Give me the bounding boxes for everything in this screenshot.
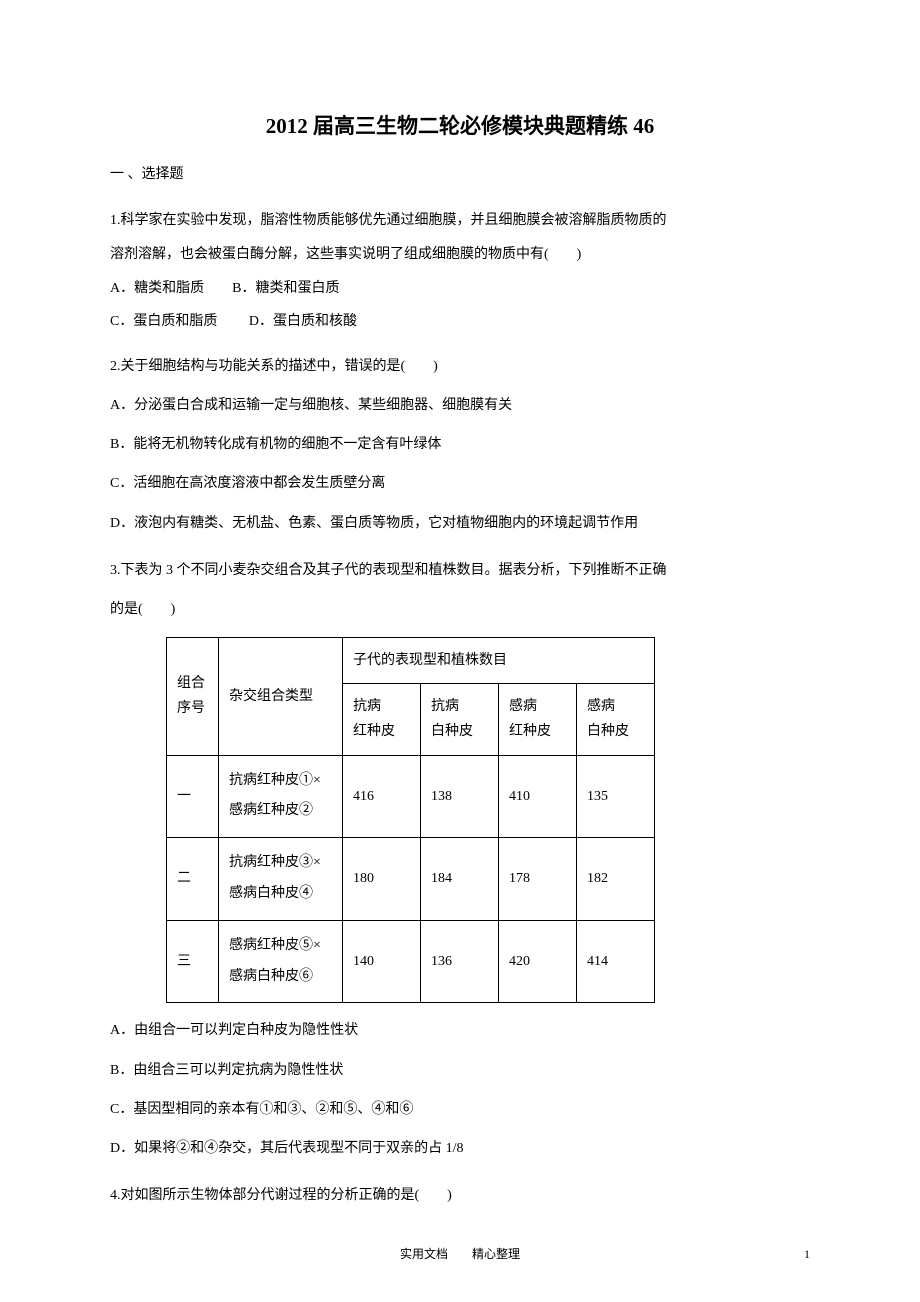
q3-stem-line1: 3.下表为 3 个不同小麦杂交组合及其子代的表现型和植株数目。据表分析，下列推断… — [110, 551, 810, 590]
footer-center-text: 实用文档 精心整理 — [400, 1247, 520, 1261]
footer-page-number: 1 — [804, 1247, 810, 1262]
table-row: 三 感病红种皮⑤× 感病白种皮⑥ 140 136 420 414 — [167, 920, 655, 1003]
question-3: 3.下表为 3 个不同小麦杂交组合及其子代的表现型和植株数目。据表分析，下列推断… — [110, 551, 810, 1168]
cell-value: 180 — [343, 838, 421, 921]
question-1: 1.科学家在实验中发现，脂溶性物质能够优先通过细胞膜，并且细胞膜会被溶解脂质物质… — [110, 204, 810, 338]
q3-option-c: C．基因型相同的亲本有①和③、②和⑤、④和⑥ — [110, 1090, 810, 1129]
cell-cross: 抗病红种皮①× 感病红种皮② — [219, 755, 343, 838]
cell-cross: 感病红种皮⑤× 感病白种皮⑥ — [219, 920, 343, 1003]
cell-value: 138 — [421, 755, 499, 838]
q2-option-c: C．活细胞在高浓度溶液中都会发生质壁分离 — [110, 464, 810, 503]
cell-value: 182 — [577, 838, 655, 921]
page-footer: 实用文档 精心整理 1 — [110, 1245, 810, 1262]
table-header-row1: 组合 序号 杂交组合类型 子代的表现型和植株数目 — [167, 638, 655, 684]
q1-options-ab: A．糖类和脂质 B．糖类和蛋白质 — [110, 272, 810, 306]
q1-stem-line2: 溶剂溶解，也会被蛋白酶分解，这些事实说明了组成细胞膜的物质中有( ) — [110, 238, 810, 272]
cell-value: 140 — [343, 920, 421, 1003]
q2-stem: 2.关于细胞结构与功能关系的描述中，错误的是( ) — [110, 347, 810, 386]
section-header: 一 、选择题 — [110, 164, 810, 186]
q3-stem-line2: 的是( ) — [110, 590, 810, 629]
cell-value: 178 — [499, 838, 577, 921]
cell-value: 184 — [421, 838, 499, 921]
q4-stem: 4.对如图所示生物体部分代谢过程的分析正确的是( ) — [110, 1176, 810, 1215]
cell-serial: 二 — [167, 838, 219, 921]
header-offspring-span: 子代的表现型和植株数目 — [343, 638, 655, 684]
q1-stem-line1: 1.科学家在实验中发现，脂溶性物质能够优先通过细胞膜，并且细胞膜会被溶解脂质物质… — [110, 204, 810, 238]
q3-data-table: 组合 序号 杂交组合类型 子代的表现型和植株数目 抗病 红种皮 抗病 白种皮 感… — [166, 637, 655, 1003]
q1-options-cd: C．蛋白质和脂质 D．蛋白质和核酸 — [110, 305, 810, 339]
subheader-4: 感病 白种皮 — [577, 684, 655, 755]
header-serial-line1: 组合 — [177, 676, 205, 691]
q2-option-d: D．液泡内有糖类、无机盐、色素、蛋白质等物质，它对植物细胞内的环境起调节作用 — [110, 504, 810, 543]
q2-option-b: B．能将无机物转化成有机物的细胞不一定含有叶绿体 — [110, 425, 810, 464]
cell-value: 420 — [499, 920, 577, 1003]
q3-option-a: A．由组合一可以判定白种皮为隐性性状 — [110, 1011, 810, 1050]
q2-option-a: A．分泌蛋白合成和运输一定与细胞核、某些细胞器、细胞膜有关 — [110, 386, 810, 425]
table-row: 二 抗病红种皮③× 感病白种皮④ 180 184 178 182 — [167, 838, 655, 921]
table-row: 一 抗病红种皮①× 感病红种皮② 416 138 410 135 — [167, 755, 655, 838]
cell-value: 135 — [577, 755, 655, 838]
cell-value: 414 — [577, 920, 655, 1003]
cell-value: 136 — [421, 920, 499, 1003]
q3-option-b: B．由组合三可以判定抗病为隐性性状 — [110, 1051, 810, 1090]
question-2: 2.关于细胞结构与功能关系的描述中，错误的是( ) A．分泌蛋白合成和运输一定与… — [110, 347, 810, 543]
subheader-2: 抗病 白种皮 — [421, 684, 499, 755]
question-4: 4.对如图所示生物体部分代谢过程的分析正确的是( ) — [110, 1176, 810, 1215]
cell-value: 410 — [499, 755, 577, 838]
cell-serial: 三 — [167, 920, 219, 1003]
header-cross-type: 杂交组合类型 — [219, 638, 343, 756]
page-title: 2012 届高三生物二轮必修模块典题精练 46 — [110, 110, 810, 140]
cell-value: 416 — [343, 755, 421, 838]
cell-cross: 抗病红种皮③× 感病白种皮④ — [219, 838, 343, 921]
cell-serial: 一 — [167, 755, 219, 838]
subheader-1: 抗病 红种皮 — [343, 684, 421, 755]
q3-option-d: D．如果将②和④杂交，其后代表现型不同于双亲的占 1/8 — [110, 1129, 810, 1168]
subheader-3: 感病 红种皮 — [499, 684, 577, 755]
header-serial: 组合 序号 — [167, 638, 219, 756]
header-serial-line2: 序号 — [177, 701, 205, 716]
